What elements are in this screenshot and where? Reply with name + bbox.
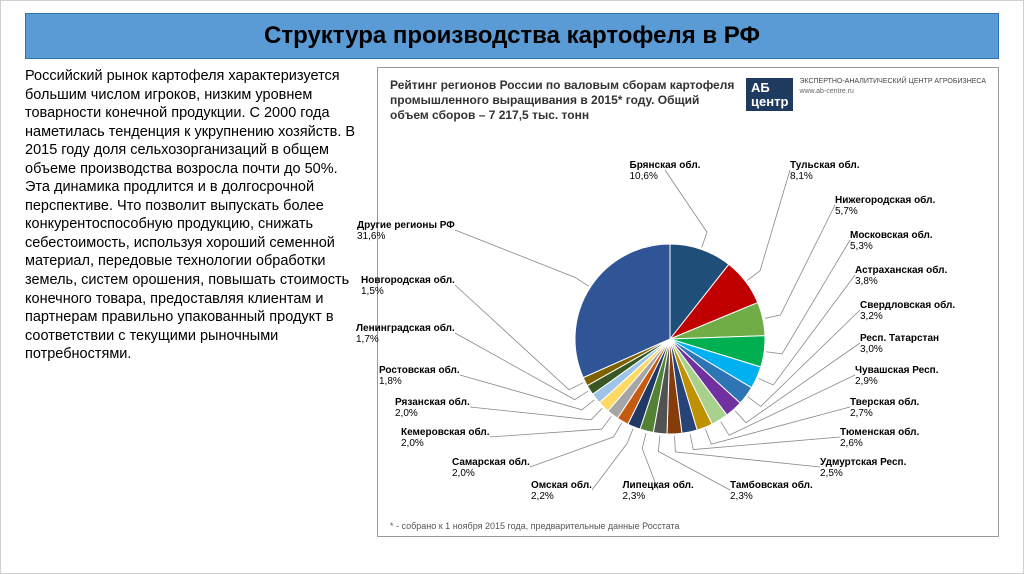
slice-label: Новгородская обл.1,5% (361, 275, 455, 297)
leader-line (455, 333, 588, 400)
slice-label-name: Липецкая обл. (623, 480, 694, 491)
leader-line (759, 275, 855, 385)
chart-header: Рейтинг регионов России по валовым сбора… (390, 78, 986, 123)
logo-line2: центр (751, 95, 788, 109)
chart-title: Рейтинг регионов России по валовым сбора… (390, 78, 736, 123)
chart-footnote: * - собрано к 1 ноября 2015 года, предва… (390, 521, 986, 531)
slice-label-pct: 3,0% (860, 344, 939, 355)
slice-label-pct: 5,3% (850, 241, 933, 252)
slice-label-pct: 2,5% (820, 468, 906, 479)
slice-label: Астраханская обл.3,8% (855, 265, 947, 287)
slice-label: Другие регионы РФ31,6% (357, 220, 455, 242)
slice-label-pct: 3,2% (860, 311, 955, 322)
slice-label: Ленинградская обл.1,7% (356, 323, 455, 345)
slice-label-name: Тамбовская обл. (730, 480, 813, 491)
slice-label-name: Московская обл. (850, 230, 933, 241)
slice-label-name: Респ. Татарстан (860, 333, 939, 344)
slice-label: Тамбовская обл.2,3% (730, 480, 813, 502)
slice-label-pct: 5,7% (835, 206, 935, 217)
slice-label-pct: 2,0% (395, 408, 470, 419)
slice-label: Респ. Татарстан3,0% (860, 333, 939, 355)
slice-label-pct: 2,0% (401, 438, 490, 449)
slice-label: Тульская обл.8,1% (790, 160, 860, 182)
slice-label-name: Тюменская обл. (840, 427, 919, 438)
leader-line (455, 285, 583, 390)
leader-line (690, 434, 840, 450)
slice-label-name: Омская обл. (531, 480, 592, 491)
slice-label-name: Нижегородская обл. (835, 195, 935, 206)
title-bar: Структура производства картофеля в РФ (25, 13, 999, 59)
slice-label-name: Кемеровская обл. (401, 427, 490, 438)
leader-line (490, 416, 611, 437)
content-row: Российский рынок картофеля характеризует… (1, 67, 1023, 537)
slice-label-pct: 1,7% (356, 334, 455, 345)
logo-url: www.ab-centre.ru (799, 88, 986, 95)
slice-label: Свердловская обл.3,2% (860, 300, 955, 322)
pie-area: Брянская обл.10,6% Тульская обл.8,1% Нижег… (390, 129, 986, 519)
leader-line (455, 230, 589, 286)
slice-label-pct: 2,3% (623, 491, 694, 502)
slice-label-name: Ростовская обл. (379, 365, 460, 376)
logo-block: АБ центр экспертно-аналитический центр а… (746, 78, 986, 111)
logo-caption: экспертно-аналитический центр агробизнес… (799, 78, 986, 95)
leader-line (460, 375, 594, 410)
slice-label: Рязанская обл.2,0% (395, 397, 470, 419)
slice-label-pct: 2,7% (850, 408, 919, 419)
leader-line (530, 423, 622, 467)
chart-panel: Рейтинг регионов России по валовым сбора… (377, 67, 999, 537)
slice-label-pct: 2,6% (840, 438, 919, 449)
slice-label-name: Ленинградская обл. (356, 323, 455, 334)
leader-line (765, 205, 835, 318)
slice-label: Липецкая обл.2,3% (623, 480, 694, 502)
slice-label-pct: 3,8% (855, 276, 947, 287)
slice-label: Кемеровская обл.2,0% (401, 427, 490, 449)
slice-label-name: Рязанская обл. (395, 397, 470, 408)
slice-label-name: Самарская обл. (452, 457, 530, 468)
slice-label-name: Новгородская обл. (361, 275, 455, 286)
slice-label-name: Брянская обл. (630, 160, 701, 171)
slice-label-pct: 1,5% (361, 286, 455, 297)
logo-line1: АБ (751, 81, 788, 95)
slice-label-name: Тверская обл. (850, 397, 919, 408)
leader-line (747, 170, 790, 280)
slice-label-name: Другие регионы РФ (357, 220, 455, 231)
slice-label: Омская обл.2,2% (531, 480, 592, 502)
slice-label-pct: 2,3% (730, 491, 813, 502)
slice-label: Московская обл.5,3% (850, 230, 933, 252)
slice-label-name: Тульская обл. (790, 160, 860, 171)
slice-label: Удмуртская Респ.2,5% (820, 457, 906, 479)
slice-label-name: Астраханская обл. (855, 265, 947, 276)
slice-label-pct: 2,9% (855, 376, 938, 387)
body-text: Российский рынок картофеля характеризует… (25, 67, 365, 537)
slice-label-pct: 1,8% (379, 376, 460, 387)
page-title: Структура производства картофеля в РФ (42, 22, 982, 50)
slice-label: Брянская обл.10,6% (630, 160, 701, 182)
slice-label-name: Чувашская Респ. (855, 365, 938, 376)
logo-text: экспертно-аналитический центр агробизнес… (799, 78, 986, 86)
logo-box: АБ центр (746, 78, 793, 111)
slice-label: Ростовская обл.1,8% (379, 365, 460, 387)
slice-label: Нижегородская обл.5,7% (835, 195, 935, 217)
slice-label-name: Удмуртская Респ. (820, 457, 906, 468)
slice-label-name: Свердловская обл. (860, 300, 955, 311)
leader-line (748, 310, 860, 406)
slice-label: Тверская обл.2,7% (850, 397, 919, 419)
slice-label: Самарская обл.2,0% (452, 457, 530, 479)
slice-label-pct: 2,2% (531, 491, 592, 502)
slice-label: Тюменская обл.2,6% (840, 427, 919, 449)
slice-label-pct: 31,6% (357, 231, 455, 242)
slice-label-pct: 10,6% (630, 171, 701, 182)
slice-label-pct: 2,0% (452, 468, 530, 479)
leader-line (766, 240, 850, 354)
slice-label-pct: 8,1% (790, 171, 860, 182)
slice-label: Чувашская Респ.2,9% (855, 365, 938, 387)
